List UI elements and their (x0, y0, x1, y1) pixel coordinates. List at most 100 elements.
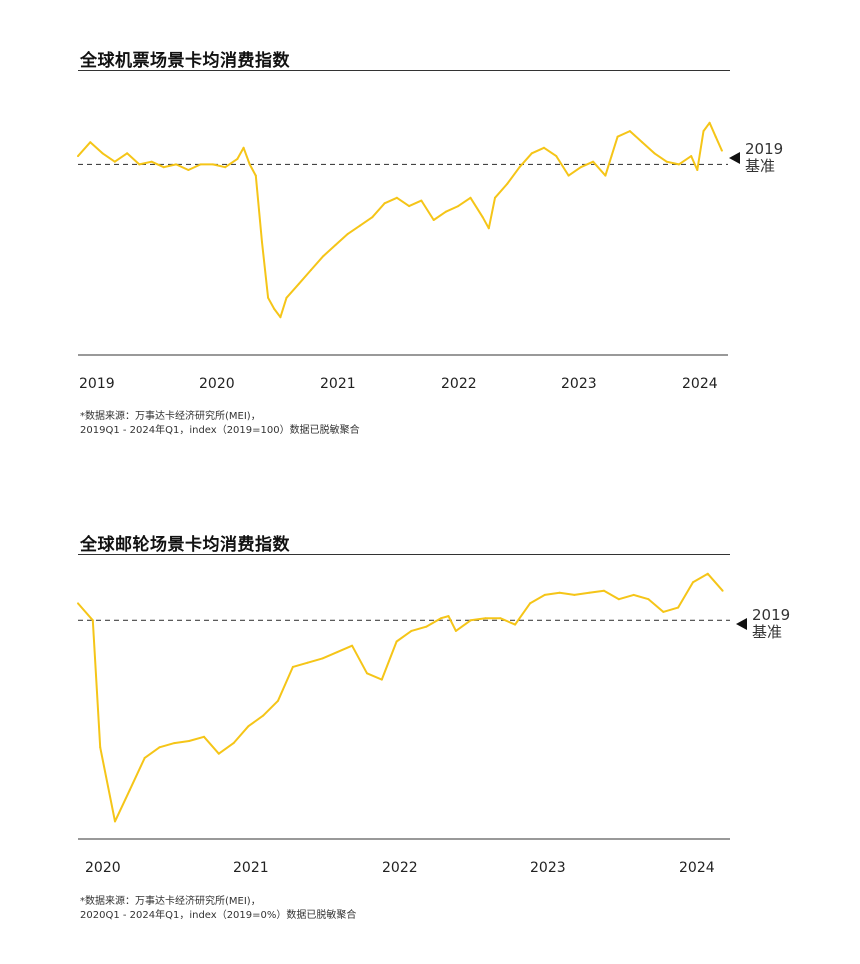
baseline-year: 2019 (752, 606, 791, 624)
chart-title: 全球机票场景卡均消费指数 (80, 51, 290, 71)
data-point (447, 615, 450, 618)
chart-title: 全球邮轮场景卡均消费指数 (80, 535, 290, 555)
data-point (484, 617, 487, 620)
data-point (322, 255, 325, 258)
data-point (514, 623, 517, 626)
data-point (261, 241, 263, 244)
x-tick-label: 2024 (679, 860, 715, 876)
data-point (366, 672, 368, 675)
data-point (592, 160, 595, 163)
source-line-2: 2019Q1 - 2024年Q1，index（2019=100）数据已脱敏聚合 (80, 425, 360, 436)
title-rule (78, 554, 730, 555)
source-line-1: *数据来源：万事达卡经济研究所(MEI)， (80, 411, 261, 422)
x-tick-label: 2023 (530, 860, 566, 876)
x-tick-label: 2019 (79, 376, 115, 392)
data-point (714, 135, 717, 138)
data-point (410, 629, 413, 632)
data-point (494, 196, 496, 199)
data-point (211, 163, 214, 166)
data-point (702, 130, 705, 133)
data-point (306, 661, 309, 664)
data-point (558, 591, 561, 594)
data-point (285, 296, 288, 299)
series-line (77, 121, 723, 319)
baseline-label: 2019 基准 (745, 141, 783, 175)
data-point (530, 152, 533, 155)
data-point (199, 163, 202, 166)
data-point (653, 152, 656, 155)
data-point (114, 820, 116, 823)
baseline-arrow-icon (736, 618, 747, 630)
data-point (677, 606, 680, 609)
data-point (224, 166, 227, 169)
source-line-2: 2020Q1 - 2024年Q1，index（2019=0%）数据已脱敏聚合 (80, 910, 357, 921)
data-point (708, 121, 711, 124)
data-point (677, 163, 680, 166)
data-point (690, 155, 693, 158)
source-line-1: *数据来源：万事达卡经济研究所(MEI)， (80, 896, 261, 907)
data-point (279, 316, 282, 319)
baseline-arrow-icon (729, 152, 740, 164)
data-point (579, 166, 582, 169)
title-rule (78, 70, 730, 71)
data-point (481, 216, 484, 219)
data-point (113, 160, 116, 163)
data-point (555, 155, 558, 158)
data-point (628, 130, 631, 133)
data-point (518, 166, 521, 169)
x-tick-label: 2020 (85, 860, 121, 876)
data-point (543, 146, 545, 149)
source-note: *数据来源：万事达卡经济研究所(MEI)， 2020Q1 - 2024年Q1，i… (80, 895, 356, 923)
data-point (346, 232, 349, 235)
data-point (101, 152, 104, 155)
data-point (321, 657, 324, 660)
data-point (232, 742, 235, 745)
data-point (604, 174, 607, 177)
data-point (457, 205, 460, 208)
plot-area (77, 121, 728, 356)
data-point (432, 219, 435, 221)
data-point (696, 169, 699, 171)
data-point (692, 581, 694, 584)
data-point (236, 157, 239, 160)
data-point (173, 742, 176, 745)
source-note: *数据来源：万事达卡经济研究所(MEI)， 2019Q1 - 2024年Q1，i… (80, 410, 360, 438)
baseline-text: 基准 (745, 157, 776, 175)
x-tick-label: 2022 (441, 376, 477, 392)
data-point (99, 746, 102, 749)
data-point (420, 199, 423, 202)
data-point (188, 740, 191, 742)
data-point (128, 788, 131, 791)
data-point (162, 166, 165, 169)
data-point (440, 617, 442, 620)
data-point (665, 160, 668, 163)
data-point (77, 602, 79, 605)
data-point (217, 752, 220, 755)
x-tick-label: 2022 (382, 860, 418, 876)
data-point (617, 598, 620, 601)
data-point (273, 307, 276, 310)
data-point (175, 163, 178, 166)
baseline-text: 基准 (752, 623, 783, 641)
data-point (603, 589, 605, 592)
data-point (143, 756, 146, 759)
data-point (487, 227, 490, 230)
data-point (706, 572, 709, 575)
data-point (89, 141, 92, 144)
data-point (187, 169, 190, 171)
data-point (641, 141, 644, 144)
data-point (267, 296, 270, 299)
data-point (720, 149, 723, 152)
data-point (573, 593, 576, 596)
data-point (138, 163, 141, 166)
data-point (91, 619, 94, 622)
data-point (310, 269, 312, 271)
data-point (359, 224, 362, 227)
data-point (262, 714, 265, 717)
data-point (334, 244, 337, 246)
data-point (543, 593, 546, 596)
data-point (567, 174, 570, 177)
data-point (588, 591, 591, 594)
data-point (444, 210, 447, 213)
data-point (395, 196, 398, 199)
